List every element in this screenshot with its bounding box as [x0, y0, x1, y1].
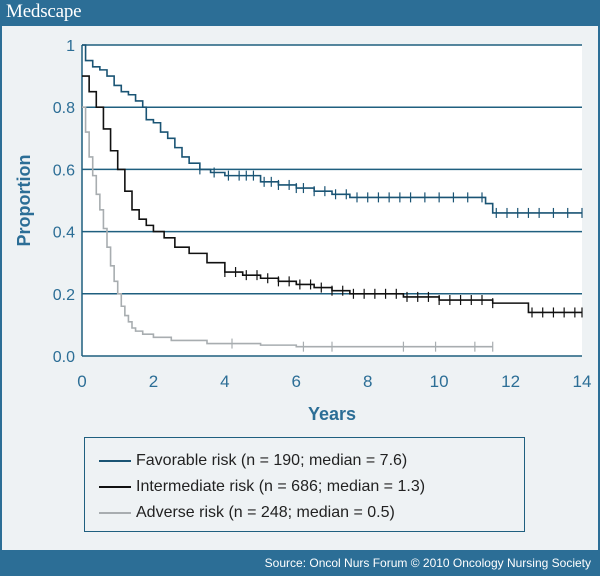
series-line-favorable — [82, 44, 582, 214]
y-axis-title: Proportion — [14, 155, 34, 247]
y-tick-label: 0.8 — [53, 100, 75, 117]
x-tick-label: 12 — [501, 372, 520, 391]
y-tick-label: 0.6 — [53, 162, 75, 179]
legend-swatch-favorable — [99, 460, 131, 462]
footer-bar: Source: Oncol Nurs Forum © 2010 Oncology… — [0, 550, 600, 576]
x-tick-label: 6 — [292, 372, 301, 391]
y-tick-label: 0.0 — [53, 349, 75, 366]
header-bar: Medscape — [0, 0, 600, 26]
legend-swatch-adverse — [99, 512, 131, 514]
chart-legend: Favorable risk (n = 190; median = 7.6) I… — [84, 437, 525, 532]
legend-label-favorable: Favorable risk (n = 190; median = 7.6) — [136, 452, 408, 469]
x-tick-label: 0 — [77, 372, 86, 391]
brand-logo: Medscape — [6, 1, 82, 22]
legend-item-intermediate: Intermediate risk (n = 686; median = 1.3… — [99, 476, 425, 498]
series-line-adverse — [82, 106, 493, 348]
legend-item-favorable: Favorable risk (n = 190; median = 7.6) — [99, 450, 407, 472]
legend-item-adverse: Adverse risk (n = 248; median = 0.5) — [99, 502, 395, 524]
x-tick-label: 4 — [220, 372, 229, 391]
y-tick-label: 0.2 — [53, 287, 75, 304]
x-tick-label: 10 — [430, 372, 449, 391]
y-tick-label: 1 — [66, 38, 75, 55]
x-axis-title: Years — [308, 404, 356, 424]
legend-label-adverse: Adverse risk (n = 248; median = 0.5) — [136, 504, 395, 521]
x-tick-label: 2 — [149, 372, 158, 391]
x-tick-label: 8 — [363, 372, 372, 391]
legend-label-intermediate: Intermediate risk (n = 686; median = 1.3… — [136, 478, 426, 495]
x-tick-label: 14 — [573, 372, 592, 391]
source-credit: Source: Oncol Nurs Forum © 2010 Oncology… — [264, 556, 591, 570]
y-tick-label: 0.4 — [53, 225, 75, 242]
plot-area — [82, 45, 582, 356]
legend-swatch-intermediate — [99, 486, 131, 488]
